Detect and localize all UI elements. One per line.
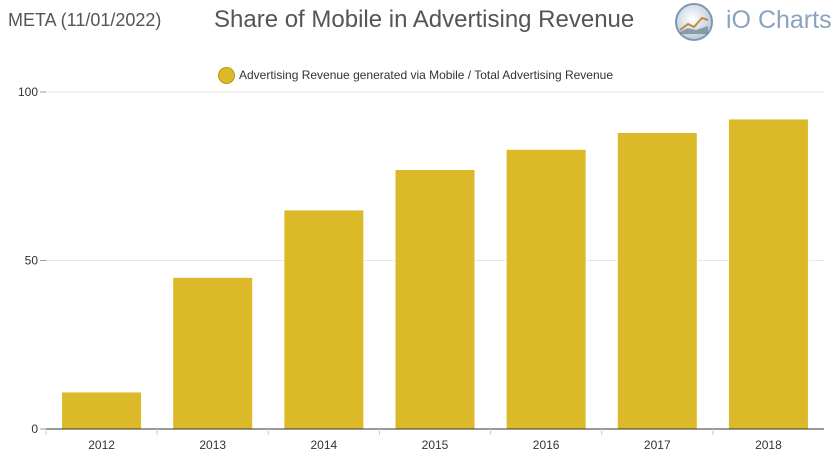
y-tick-label: 100: [18, 85, 38, 99]
x-tick-label: 2012: [88, 438, 115, 452]
x-tick-label: 2015: [422, 438, 449, 452]
bar-2017[interactable]: [616, 131, 698, 430]
bar-2014[interactable]: [283, 209, 365, 430]
bar-2015[interactable]: [394, 169, 476, 430]
brand[interactable]: iO Charts: [672, 2, 838, 42]
x-tick-label: 2013: [199, 438, 226, 452]
y-tick-label: 0: [31, 422, 38, 436]
x-tick-label: 2018: [755, 438, 782, 452]
legend[interactable]: Advertising Revenue generated via Mobile…: [218, 65, 613, 85]
io-charts-logo-icon: [675, 3, 713, 41]
chart-title: Share of Mobile in Advertising Revenue: [214, 6, 635, 33]
bar-2018[interactable]: [727, 118, 809, 430]
y-tick-label: 50: [25, 254, 39, 268]
ticker-label: META (11/01/2022): [8, 10, 162, 30]
bar-2016[interactable]: [505, 148, 587, 430]
x-tick-label: 2016: [533, 438, 560, 452]
bar-2012[interactable]: [61, 391, 143, 430]
brand-name: iO Charts: [726, 6, 832, 34]
legend-marker: [218, 66, 235, 84]
x-tick-label: 2014: [311, 438, 338, 452]
bar-2013[interactable]: [172, 276, 254, 430]
x-tick-label: 2017: [644, 438, 671, 452]
legend-label: Advertising Revenue generated via Mobile…: [239, 68, 614, 82]
